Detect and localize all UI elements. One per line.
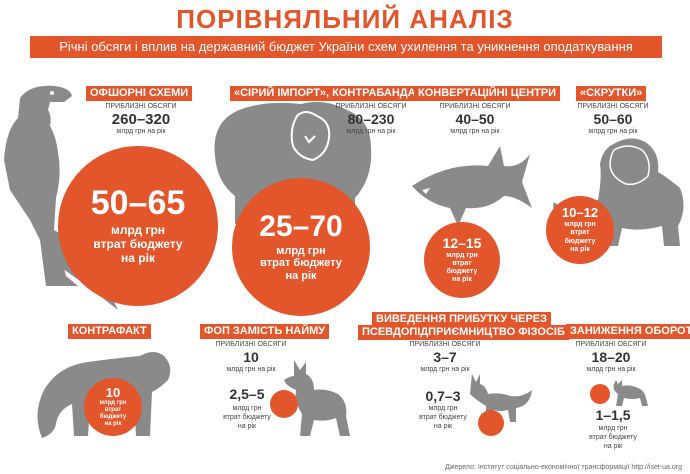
grey-import-loss-line2: втрат бюджету (260, 257, 342, 270)
offshore-loss-line3: на рік (121, 250, 155, 265)
conversion-loss-line2: втрат (452, 259, 472, 267)
offshore-loss-line1: млрд грн (110, 223, 166, 238)
counterfeit-loss-circle: 10 млрд грн втрат бюджету на рік (84, 378, 142, 436)
turnover-loss-line3: на рік (603, 443, 623, 450)
offshore-loss-circle: 50–65 млрд грн втрат бюджету на рік (58, 146, 218, 306)
skrutky-loss-line4: на рік (570, 245, 590, 253)
grey-import-volume-caption: ПРИБЛИЗНІ ОБСЯГИ (335, 103, 407, 110)
conversion-loss-circle: 12–15 млрд грн втрат бюджету на рік (424, 222, 500, 298)
grey-import-loss-line1: млрд грн (276, 244, 326, 257)
turnover-loss-value: 1–1,5 (595, 407, 631, 423)
fop-loss-line2: втрат бюджету (223, 414, 271, 421)
grey-import-unit: млрд грн на рік (346, 128, 396, 135)
turnover-loss-line2: втрат бюджету (589, 434, 637, 441)
fop-loss-value: 2,5–5 (229, 386, 265, 402)
skrutky-loss-line3: бюджету (564, 237, 596, 245)
fop-volume-caption: ПРИБЛИЗНІ ОБСЯГИ (215, 341, 287, 348)
fop-volume: 10 (243, 349, 259, 365)
counterfeit-loss-line4: на рік (104, 420, 122, 427)
turnover-loss-circle (590, 384, 610, 404)
fop-loss-line3: на рік (237, 423, 257, 430)
skrutky-loss-value: 10–12 (561, 205, 599, 221)
grey-import-loss-value: 25–70 (259, 209, 343, 243)
cat-icon (613, 380, 648, 406)
pseudo-unit: млрд грн на рік (420, 366, 470, 373)
counterfeit-loss-line1: млрд грн (99, 400, 127, 407)
subtitle: Річні обсяги і вплив на державний бюджет… (59, 39, 633, 54)
counterfeit-label: КОНТРАФАКТ (68, 324, 151, 339)
grey-import-label: «СІРИЙ ІМПОРТ», КОНТРАБАНДА (230, 86, 420, 101)
counterfeit-loss-line2: втрат (104, 407, 122, 414)
fop-loss-line1: млрд грн (232, 405, 262, 412)
pseudo-volume-caption: ПРИБЛИЗНІ ОБСЯГИ (409, 341, 481, 348)
turnover-volume: 18–20 (591, 349, 631, 365)
conversion-loss-line1: млрд грн (446, 251, 478, 259)
grey-import-loss-circle: 25–70 млрд грн втрат бюджету на рік (232, 178, 370, 316)
offshore-label: ОФШОРНІ СХЕМИ (86, 86, 193, 101)
pseudo-label-line1: ВИВЕДЕННЯ ПРИБУТКУ ЧЕРЕЗ (372, 312, 552, 327)
pseudo-label-line2: ПСЕВДОПІДПРИЄМНИЦТВО ФІЗОСІБ (358, 325, 569, 340)
skrutky-label: «СКРУТКИ» (576, 86, 647, 101)
skrutky-volume: 50–60 (593, 111, 633, 127)
turnover-label: ЗАНИЖЕННЯ ОБОРОТІВ (566, 324, 690, 339)
fop-label: ФОП ЗАМІСТЬ НАЙМУ (200, 324, 330, 339)
pseudo-loss-circle (478, 410, 504, 436)
pseudo-loss-line1: млрд грн (428, 405, 458, 412)
grey-import-volume: 80–230 (347, 111, 395, 127)
skrutky-loss-circle: 10–12 млрд грн втрат бюджету на рік (546, 196, 614, 264)
fox-icon (470, 374, 532, 422)
offshore-loss-value: 50–65 (90, 184, 186, 223)
pseudo-loss-line2: втрат бюджету (419, 414, 467, 421)
turnover-volume-caption: ПРИБЛИЗНІ ОБСЯГИ (575, 341, 647, 348)
offshore-unit: млрд грн на рік (116, 128, 166, 135)
offshore-volume-caption: ПРИБЛИЗНІ ОБСЯГИ (105, 103, 177, 110)
fop-loss-circle (270, 390, 298, 418)
conversion-loss-value: 12–15 (442, 234, 482, 251)
conversion-loss-line4: на рік (452, 276, 472, 284)
pseudo-loss-value: 0,7–3 (425, 388, 461, 404)
fop-unit: млрд грн на рік (226, 366, 276, 373)
conversion-volume: 40–50 (455, 111, 495, 127)
source-note: Джерело: Інститут соціально-економічної … (445, 464, 682, 471)
dog-icon (284, 360, 350, 436)
page-title: ПОРІВНЯЛЬНИЙ АНАЛІЗ (176, 4, 514, 34)
pseudo-loss-line3: на рік (433, 423, 453, 430)
skrutky-loss-line2: втрат (570, 229, 590, 237)
subtitle-bar: Річні обсяги і вплив на державний бюджет… (30, 36, 662, 58)
grey-import-loss-line3: на рік (285, 269, 317, 282)
turnover-unit: млрд грн на рік (586, 366, 636, 373)
skrutky-loss-line1: млрд грн (564, 221, 596, 229)
conversion-centers-label: КОНВЕРТАЦІЙНІ ЦЕНТРИ (414, 86, 560, 101)
conversion-volume-caption: ПРИБЛИЗНІ ОБСЯГИ (439, 103, 511, 110)
pseudo-volume: 3–7 (433, 349, 457, 365)
turnover-loss-line1: млрд грн (598, 425, 628, 432)
counterfeit-loss-line3: бюджету (99, 414, 127, 420)
shark-icon (412, 146, 532, 226)
counterfeit-loss-value: 10 (105, 385, 121, 401)
skrutky-volume-caption: ПРИБЛИЗНІ ОБСЯГИ (577, 103, 649, 110)
skrutky-unit: млрд грн на рік (588, 128, 638, 135)
offshore-volume: 260–320 (111, 111, 171, 128)
conversion-loss-line3: бюджету (446, 268, 478, 275)
conversion-unit: млрд грн на рік (450, 128, 500, 135)
offshore-loss-line2: втрат бюджету (93, 237, 183, 252)
